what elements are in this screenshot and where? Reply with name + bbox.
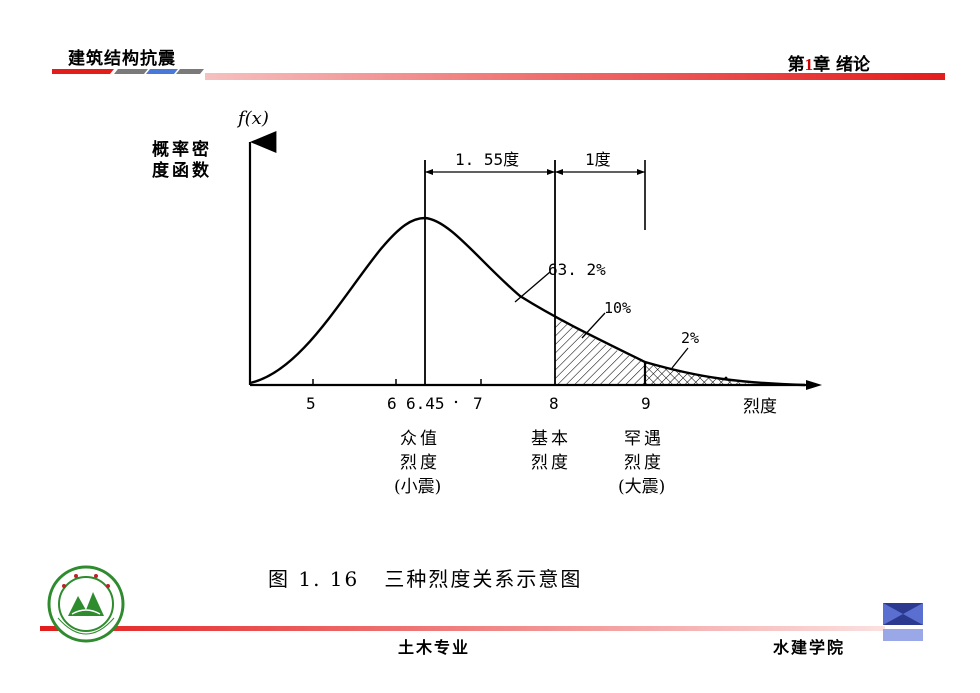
tail-dot — [724, 376, 728, 380]
rare-note-3: (大震) — [618, 477, 665, 497]
mode-note-3: (小震) — [394, 477, 441, 497]
chapter-number: 1 — [804, 55, 814, 74]
span-arrow-mid-r — [555, 169, 563, 175]
chapter-prefix: 第 — [787, 55, 805, 75]
pct-10-label: 10% — [604, 299, 631, 317]
span-arrow-mid-l — [547, 169, 555, 175]
footer-school: 水建学院 — [773, 638, 846, 657]
mode-note-2: 烈度 — [400, 453, 440, 473]
university-seal — [47, 565, 125, 643]
density-curve — [249, 216, 806, 387]
tick-label-9: 9 — [641, 394, 651, 413]
tick-label-645: 6.45 — [406, 394, 445, 413]
header-stripe-grey-1 — [114, 69, 148, 74]
intensity-diagram: f(x) 概率密 度函数 1. 55度 1度 63. 2% 10% 2% 5 6… — [152, 108, 822, 591]
leader-10pct — [581, 312, 606, 339]
leader-2pct — [671, 347, 689, 369]
tick-label-5: 5 — [306, 394, 316, 413]
header-stripe-red — [52, 69, 114, 74]
pct-2-label: 2% — [681, 329, 699, 347]
x-axis-unit: 烈度 — [743, 397, 777, 417]
chapter-title: 第1章 绪论 — [788, 50, 870, 75]
rare-note-2: 烈度 — [624, 453, 664, 473]
header-rule — [205, 73, 945, 80]
y-label-line2: 度函数 — [152, 160, 212, 181]
mode-note-1: 众值 — [400, 429, 440, 449]
span-arrow-left — [425, 169, 433, 175]
basic-note-1: 基本 — [531, 429, 571, 449]
header-stripe-grey-2 — [176, 69, 204, 74]
crosshatched-area-2pct — [645, 362, 760, 385]
x-axis-arrow — [806, 380, 822, 390]
footer-rule — [40, 626, 885, 631]
tick-label-7: 7 — [473, 394, 483, 413]
hatched-area-10pct — [555, 318, 645, 385]
axis-dot — [454, 400, 458, 404]
course-title: 建筑结构抗震 — [68, 49, 176, 69]
header-stripe-blue — [146, 69, 178, 74]
rare-note-1: 罕遇 — [624, 429, 664, 449]
tick-label-8: 8 — [549, 394, 559, 413]
figure-caption: 图 1. 16 三种烈度关系示意图 — [268, 567, 582, 591]
chapter-suffix: 章 绪论 — [813, 55, 870, 75]
span-left-label: 1. 55度 — [455, 150, 519, 169]
header-stripe-group — [52, 69, 945, 80]
span-arrow-right — [637, 169, 645, 175]
basic-note-2: 烈度 — [531, 453, 571, 473]
nav-corner-icon[interactable] — [883, 603, 923, 641]
y-func-label: f(x) — [236, 108, 269, 129]
y-label-line1: 概率密 — [152, 139, 212, 160]
footer-department: 土木专业 — [398, 638, 471, 657]
leader-63pct — [514, 271, 551, 303]
pct-63-label: 63. 2% — [548, 260, 606, 279]
span-right-label: 1度 — [585, 150, 611, 169]
tick-label-6: 6 — [387, 394, 397, 413]
